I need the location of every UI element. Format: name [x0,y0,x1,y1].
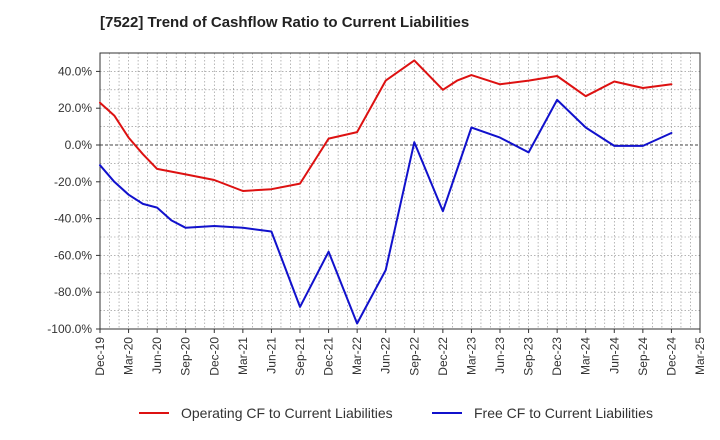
x-tick-label: Jun-21 [264,337,278,374]
y-tick-label: -80.0% [54,285,92,299]
y-tick-label: -20.0% [54,175,92,189]
y-tick-label: 20.0% [58,101,92,115]
x-tick-label: Sep-22 [407,337,421,376]
plot-area-frame [99,52,701,330]
x-tick-label: Mar-23 [464,337,478,375]
y-tick-label: -60.0% [54,248,92,262]
chart-title: [7522] Trend of Cashflow Ratio to Curren… [100,14,470,31]
x-tick-label: Dec-21 [322,337,336,376]
x-tick-label: Sep-23 [522,337,536,376]
legend-label-operating-cf: Operating CF to Current Liabilities [181,405,393,421]
y-tick-label: 0.0% [65,138,93,152]
legend-label-free-cf: Free CF to Current Liabilities [474,405,653,421]
series-line-free-cf [99,98,673,325]
x-tick-label: Mar-20 [122,337,136,375]
y-tick-label: -100.0% [47,322,92,336]
legend-item-free-cf: Free CF to Current Liabilities [432,405,653,421]
x-tick-label: Mar-24 [579,337,593,375]
x-axis-ticks: Dec-19 Mar-20 Jun-20 Sep-20 Dec-20 Mar-21 Jun-… [93,329,707,376]
x-tick-label: Mar-22 [350,337,364,375]
y-axis-ticks: -100.0% -80.0% -60.0% -40.0% -20.0% 0.0% 20.0%… [47,64,100,336]
line-chart: -100.0% -80.0% -60.0% -40.0% -20.0% 0.0% 20.0%… [47,52,707,376]
y-tick-label: 40.0% [58,64,92,78]
legend-swatch-free-cf [432,412,462,414]
x-tick-label: Sep-24 [636,337,650,376]
series-layer [99,59,673,325]
x-tick-label: Mar-25 [693,337,707,375]
x-tick-label: Sep-21 [293,337,307,376]
x-tick-label: Dec-19 [93,337,107,376]
x-tick-label: Jun-20 [150,337,164,374]
y-tick-label: -40.0% [54,212,92,226]
x-tick-label: Mar-21 [236,337,250,375]
x-tick-label: Dec-23 [550,337,564,376]
series-line-operating-cf [99,59,673,192]
x-tick-label: Jun-23 [493,337,507,374]
grid-layer [100,53,700,329]
x-tick-label: Dec-22 [436,337,450,376]
legend-item-operating-cf: Operating CF to Current Liabilities [139,405,393,421]
x-tick-label: Dec-20 [207,337,221,376]
x-tick-label: Jun-24 [607,337,621,374]
legend-swatch-operating-cf [139,412,169,414]
x-tick-label: Jun-22 [379,337,393,374]
x-tick-label: Sep-20 [179,337,193,376]
x-tick-label: Dec-24 [664,337,678,376]
legend: Operating CF to Current Liabilities Free… [0,405,720,425]
